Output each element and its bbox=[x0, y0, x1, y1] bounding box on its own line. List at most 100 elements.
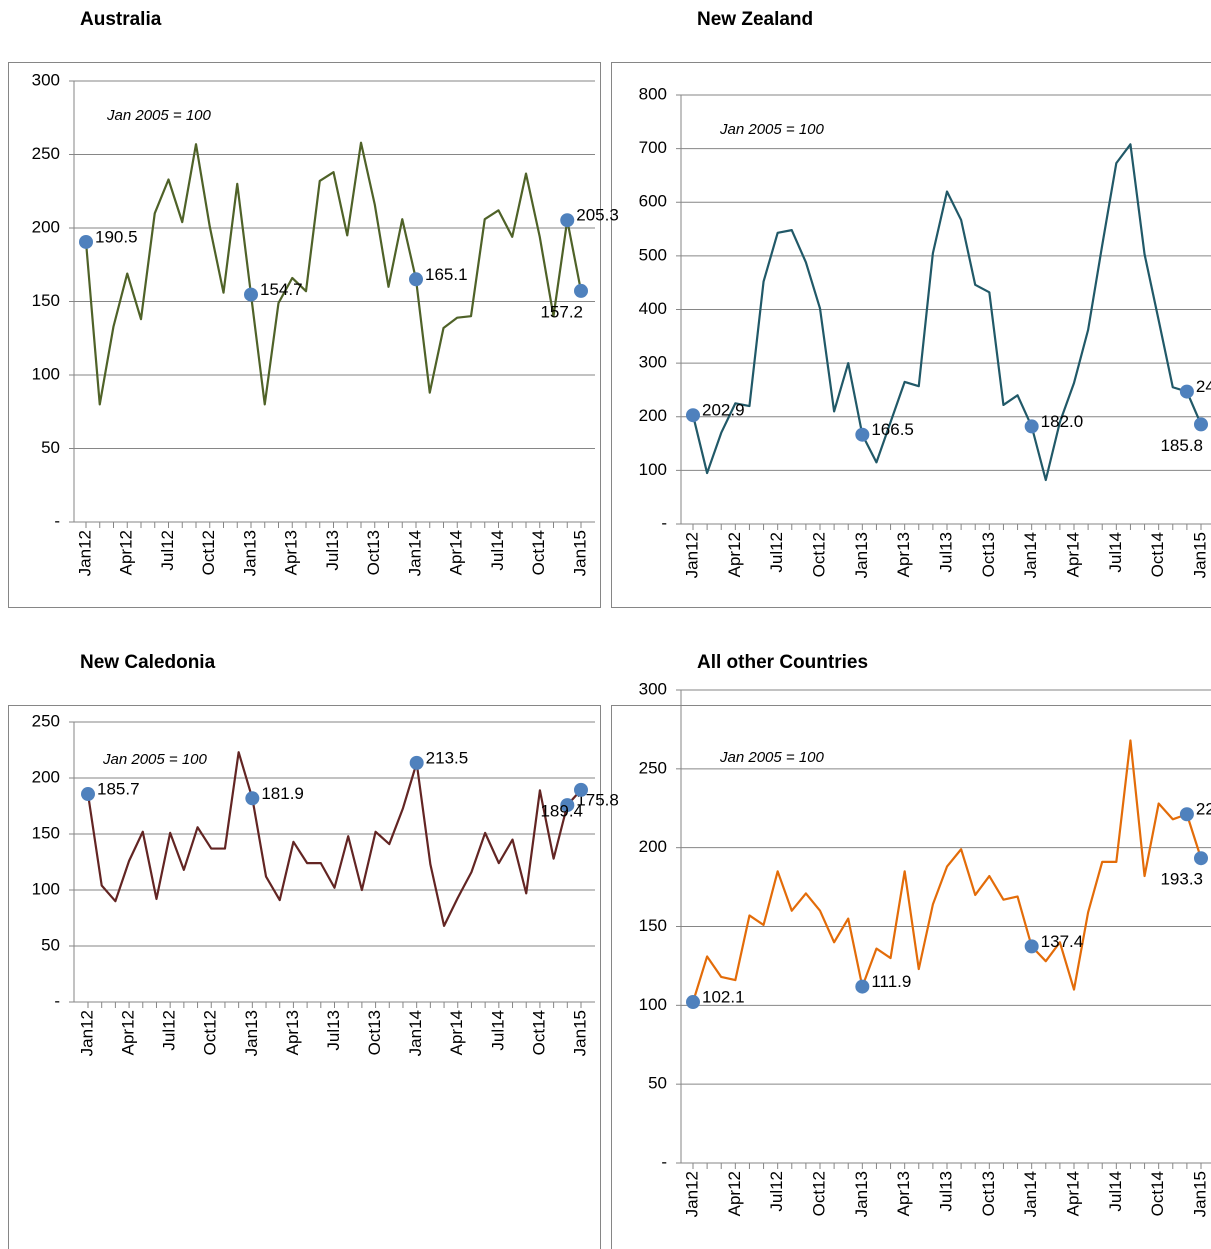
x-tick-label: Oct12 bbox=[809, 1171, 828, 1216]
data-marker bbox=[1024, 419, 1039, 434]
data-label: 205.3 bbox=[576, 206, 619, 225]
y-tick-label: 50 bbox=[41, 935, 60, 954]
data-marker bbox=[574, 283, 588, 298]
y-tick-label: - bbox=[661, 513, 667, 532]
data-label: 154.7 bbox=[260, 280, 303, 299]
chart-title: New Zealand bbox=[697, 9, 813, 30]
data-label: 246.9 bbox=[1196, 377, 1211, 396]
y-tick-label: 700 bbox=[639, 138, 667, 157]
data-marker bbox=[560, 798, 575, 813]
x-tick-label: Jan13 bbox=[240, 530, 259, 576]
y-tick-label: 100 bbox=[639, 460, 667, 479]
x-tick-label: Jul13 bbox=[936, 1171, 955, 1212]
x-tick-label: Jan14 bbox=[406, 1010, 425, 1056]
data-marker bbox=[1179, 384, 1194, 399]
x-tick-label: Apr12 bbox=[119, 1010, 138, 1055]
data-marker bbox=[686, 408, 700, 423]
y-tick-label: 200 bbox=[32, 767, 60, 786]
x-tick-label: Jan15 bbox=[570, 530, 589, 576]
data-marker bbox=[574, 782, 588, 797]
y-tick-label: 300 bbox=[32, 70, 60, 89]
x-tick-label: Jan12 bbox=[682, 532, 701, 578]
data-label: 166.5 bbox=[871, 420, 914, 439]
x-tick-label: Jul13 bbox=[936, 532, 955, 573]
chart-title: All other Countries bbox=[697, 652, 868, 673]
data-line bbox=[691, 739, 1203, 1003]
data-marker bbox=[1194, 417, 1208, 432]
data-line bbox=[86, 751, 582, 927]
data-marker bbox=[855, 427, 870, 442]
y-tick-label: 600 bbox=[639, 192, 667, 211]
y-tick-label: 400 bbox=[639, 299, 667, 318]
data-label: 185.7 bbox=[97, 780, 140, 799]
x-tick-label: Oct13 bbox=[979, 1171, 998, 1216]
y-tick-label: 300 bbox=[639, 353, 667, 372]
x-tick-label: Oct14 bbox=[1148, 1171, 1167, 1216]
y-tick-label: 100 bbox=[32, 364, 60, 383]
data-marker bbox=[560, 213, 575, 228]
x-tick-label: Jan14 bbox=[405, 530, 424, 576]
x-tick-label: Oct12 bbox=[201, 1010, 220, 1055]
data-label: 165.1 bbox=[425, 265, 468, 284]
x-tick-label: Jul14 bbox=[488, 1010, 507, 1051]
y-tick-label: 150 bbox=[32, 291, 60, 310]
x-tick-label: Jan13 bbox=[852, 532, 871, 578]
y-tick-label: 150 bbox=[32, 823, 60, 842]
x-tick-label: Jan13 bbox=[242, 1010, 261, 1056]
data-marker bbox=[1194, 851, 1208, 866]
x-tick-label: Apr12 bbox=[117, 530, 136, 575]
data-label: 202.9 bbox=[702, 401, 745, 420]
chart-title: New Caledonia bbox=[80, 652, 216, 673]
x-tick-label: Jan14 bbox=[1021, 532, 1040, 578]
data-label: 182.0 bbox=[1041, 412, 1084, 431]
data-marker bbox=[244, 287, 258, 302]
x-tick-label: Jan12 bbox=[682, 1171, 701, 1217]
data-line bbox=[84, 141, 583, 406]
y-tick-label: - bbox=[54, 511, 60, 530]
data-label: 102.1 bbox=[702, 988, 745, 1007]
y-tick-label: 500 bbox=[639, 245, 667, 264]
panel-frame bbox=[611, 62, 1211, 608]
x-tick-label: Apr14 bbox=[447, 530, 466, 575]
x-tick-label: Jul13 bbox=[323, 530, 342, 571]
data-marker bbox=[855, 979, 870, 994]
y-tick-label: 150 bbox=[639, 916, 667, 935]
data-marker bbox=[686, 995, 700, 1010]
data-marker bbox=[81, 787, 95, 802]
y-tick-label: 300 bbox=[639, 679, 667, 698]
x-tick-label: Jul12 bbox=[767, 1171, 786, 1212]
x-tick-label: Jul12 bbox=[158, 530, 177, 571]
x-tick-label: Apr14 bbox=[1063, 1171, 1082, 1216]
x-tick-label: Oct14 bbox=[529, 530, 548, 575]
panel-frame bbox=[611, 705, 1211, 1249]
y-tick-label: 200 bbox=[32, 217, 60, 236]
y-tick-label: - bbox=[661, 1152, 667, 1171]
x-tick-label: Apr14 bbox=[447, 1010, 466, 1055]
note: Jan 2005 = 100 bbox=[719, 121, 825, 138]
note: Jan 2005 = 100 bbox=[719, 749, 825, 766]
x-tick-label: Apr12 bbox=[725, 1171, 744, 1216]
y-tick-label: 100 bbox=[32, 879, 60, 898]
x-tick-label: Apr13 bbox=[894, 1171, 913, 1216]
x-tick-label: Apr13 bbox=[283, 1010, 302, 1055]
note: Jan 2005 = 100 bbox=[102, 751, 208, 768]
x-tick-label: Oct13 bbox=[364, 530, 383, 575]
x-tick-label: Jul14 bbox=[1106, 532, 1125, 573]
data-label: 221.2 bbox=[1196, 800, 1211, 819]
x-tick-label: Apr13 bbox=[894, 532, 913, 577]
data-label: 175.8 bbox=[576, 791, 619, 810]
data-label: 213.5 bbox=[426, 748, 469, 767]
data-label: 189.4 bbox=[540, 801, 583, 820]
data-marker bbox=[1024, 939, 1039, 954]
y-tick-label: 100 bbox=[639, 995, 667, 1014]
x-tick-label: Oct12 bbox=[809, 532, 828, 577]
x-tick-label: Jan12 bbox=[75, 530, 94, 576]
x-tick-label: Jan13 bbox=[852, 1171, 871, 1217]
y-tick-label: 800 bbox=[639, 84, 667, 103]
data-marker bbox=[409, 272, 423, 287]
data-marker bbox=[79, 234, 93, 249]
x-tick-label: Oct14 bbox=[1148, 532, 1167, 577]
data-label: 137.4 bbox=[1041, 932, 1084, 951]
x-tick-label: Apr12 bbox=[725, 532, 744, 577]
